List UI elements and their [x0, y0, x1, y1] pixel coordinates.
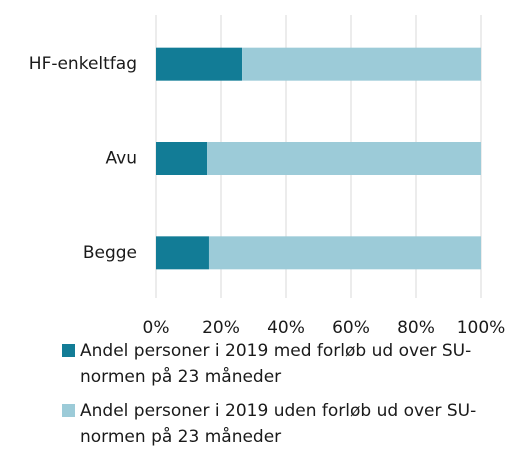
bar-segment [156, 236, 209, 270]
legend-label: Andel personer i 2019 med forløb ud over… [80, 341, 472, 387]
chart: 0% 20% 40% 60% 80% 100% HF-enkeltfag Avu Begge [29, 15, 506, 338]
bar-segment [156, 47, 243, 81]
bar-segment [207, 142, 481, 175]
x-tick-label: 100% [457, 318, 506, 338]
y-tick-label: HF-enkeltfag [29, 54, 137, 74]
x-tick-label: 0% [143, 318, 170, 338]
x-tick-label: 60% [332, 318, 370, 338]
y-tick-label: Begge [83, 243, 137, 263]
y-tick-label: Avu [106, 149, 137, 169]
legend-swatch [62, 404, 75, 417]
x-tick-label: 20% [202, 318, 240, 338]
legend-label: Andel personer i 2019 uden forløb ud ove… [80, 401, 477, 447]
legend: Andel personer i 2019 med forløb ud over… [62, 338, 502, 451]
legend-item: Andel personer i 2019 med forløb ud over… [62, 338, 502, 390]
legend-swatch [62, 344, 75, 357]
bar-segment [242, 47, 481, 81]
legend-item: Andel personer i 2019 uden forløb ud ove… [62, 398, 502, 450]
bar-segment [208, 236, 481, 270]
x-tick-label: 40% [267, 318, 305, 338]
x-tick-label: 80% [397, 318, 435, 338]
bar-segment [156, 142, 208, 175]
